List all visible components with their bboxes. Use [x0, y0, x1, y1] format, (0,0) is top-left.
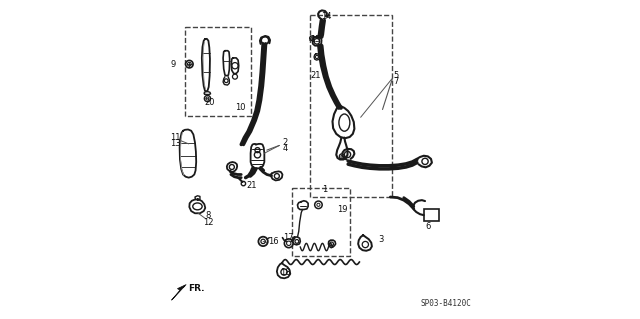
Text: 3: 3	[378, 235, 383, 244]
Text: 8: 8	[205, 211, 211, 220]
Text: 12: 12	[203, 218, 214, 226]
Text: SP03-B4120C: SP03-B4120C	[420, 300, 472, 308]
Text: 6: 6	[425, 222, 431, 231]
Text: 2: 2	[282, 138, 288, 147]
Bar	[185, 27, 252, 116]
Text: 16: 16	[268, 237, 279, 246]
Polygon shape	[172, 285, 186, 300]
Text: 19: 19	[337, 205, 348, 214]
Text: 1: 1	[322, 185, 327, 194]
Text: 21: 21	[310, 71, 321, 80]
Bar	[310, 15, 392, 197]
Text: 5: 5	[394, 70, 399, 80]
Text: 18: 18	[280, 268, 291, 277]
Text: 4: 4	[282, 144, 288, 153]
Text: 10: 10	[235, 103, 246, 112]
Text: 15: 15	[310, 35, 321, 44]
Bar	[424, 209, 440, 221]
Text: FR.: FR.	[188, 284, 205, 293]
Text: 17: 17	[283, 233, 293, 242]
Text: 14: 14	[321, 12, 332, 21]
Text: 13: 13	[170, 139, 180, 148]
Text: 9: 9	[171, 60, 176, 69]
Bar	[292, 188, 349, 256]
Text: 11: 11	[170, 133, 180, 142]
Text: 20: 20	[205, 98, 215, 107]
Text: 7: 7	[394, 77, 399, 86]
Text: 21: 21	[246, 181, 257, 189]
